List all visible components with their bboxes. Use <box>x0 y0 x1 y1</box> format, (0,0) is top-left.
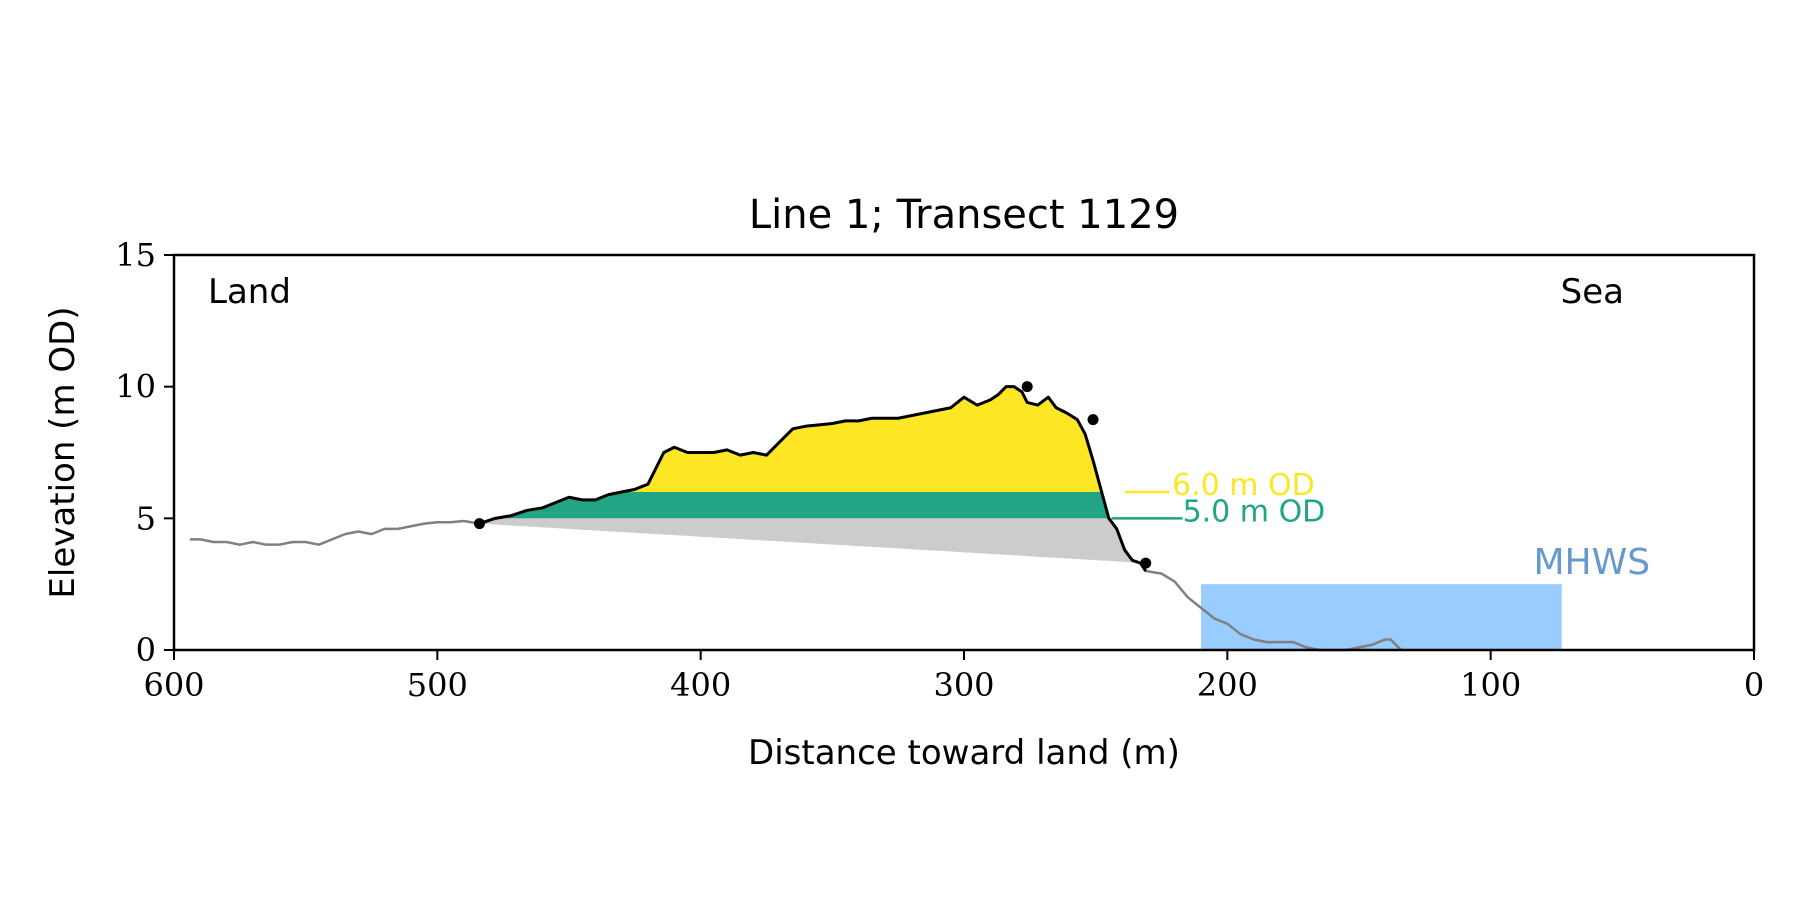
x-tick-label-2: 400 <box>670 666 731 704</box>
y-tick-label-3: 15 <box>115 236 156 274</box>
marker-point-1 <box>1021 381 1033 393</box>
x-axis-label: Distance toward land (m) <box>748 733 1180 773</box>
x-tick-label-3: 300 <box>933 666 994 704</box>
x-tick-label-5: 100 <box>1460 666 1521 704</box>
marker-point-0 <box>473 518 485 530</box>
y-axis-label: Elevation (m OD) <box>43 306 83 598</box>
profile-line-segment <box>478 385 1147 572</box>
sea-label: Sea <box>1561 272 1624 312</box>
marker-point-3 <box>1140 557 1152 569</box>
x-tick-label-0: 600 <box>143 666 204 704</box>
land-label: Land <box>208 272 291 312</box>
fill-below-5m <box>479 518 1146 571</box>
marker-point-2 <box>1087 414 1099 426</box>
x-tick-label-6: 0 <box>1744 666 1764 704</box>
line-layer <box>189 381 1403 652</box>
x-tick-label-1: 500 <box>407 666 468 704</box>
mhws-area <box>1201 584 1562 650</box>
level-5m-label: 5.0 m OD <box>1183 494 1326 529</box>
label-layer: MHWS 6.0 m OD5.0 m OD Line 1; Transect 112… <box>43 192 1650 773</box>
fill-layer <box>479 386 1562 650</box>
mhws-label: MHWS <box>1533 542 1650 583</box>
fill-5m-to-6m <box>495 492 1109 519</box>
axes-layer: 600 500 400 300 200 100 0 0 5 10 15 <box>115 236 1764 704</box>
fill-above-6m <box>621 386 1102 492</box>
y-tick-label-0: 0 <box>136 631 156 669</box>
y-tick-label-1: 5 <box>136 499 156 537</box>
level-6m-label: 6.0 m OD <box>1172 468 1315 503</box>
chart-title: Line 1; Transect 1129 <box>749 192 1179 238</box>
y-tick-label-2: 10 <box>115 368 156 406</box>
x-tick-label-4: 200 <box>1197 666 1258 704</box>
